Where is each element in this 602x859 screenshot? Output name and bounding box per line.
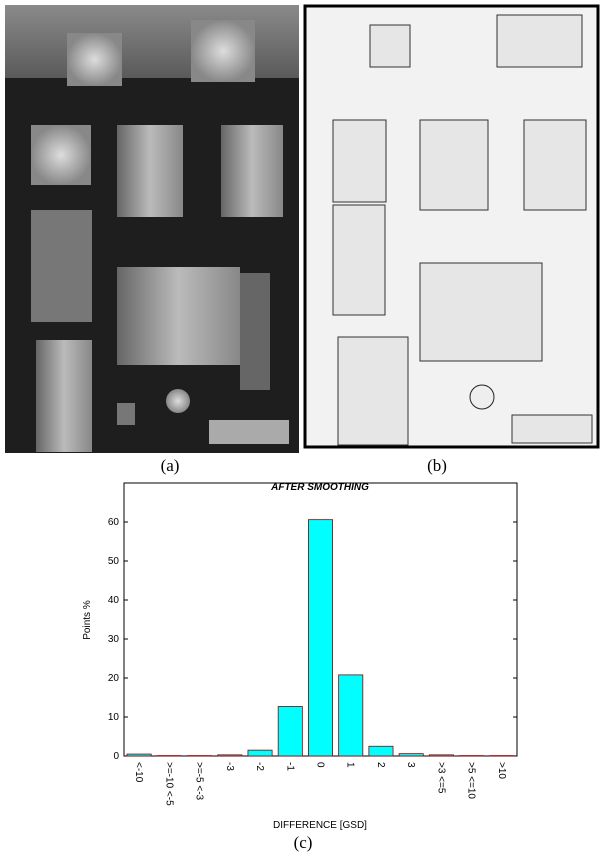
y-axis-label: Points %	[82, 600, 93, 640]
chart-title: AFTER SMOOTHING	[270, 482, 369, 493]
y-tick-label: 40	[108, 595, 120, 606]
caption: (c)	[294, 833, 313, 852]
bar	[277, 706, 303, 757]
image-b	[303, 4, 600, 449]
bar	[368, 745, 394, 757]
x-tick-label: 0	[315, 762, 326, 768]
x-tick-label: >3 <=5	[435, 762, 446, 794]
x-tick-label: 1	[345, 762, 356, 768]
y-tick-label: 0	[113, 751, 119, 762]
y-tick-label: 10	[108, 712, 120, 723]
caption: (a)	[161, 456, 180, 475]
bar	[247, 749, 273, 757]
caption: (b)	[427, 456, 447, 475]
bar	[126, 753, 152, 757]
y-tick-label: 20	[108, 673, 120, 684]
x-axis-label: DIFFERENCE [GSD]	[273, 820, 367, 831]
y-tick-label: 30	[108, 634, 120, 645]
bar	[428, 754, 454, 757]
x-tick-label: -2	[254, 762, 265, 771]
x-tick-label: -3	[224, 762, 235, 771]
x-tick-label: 2	[375, 762, 386, 768]
x-tick-label: >=-10 <-5	[163, 762, 174, 806]
chart: AFTER SMOOTHING Points % DIFFERENCE [GSD…	[82, 482, 518, 831]
bar	[398, 753, 424, 757]
bar	[308, 519, 333, 757]
x-tick-label: >=-5 <-3	[194, 762, 205, 801]
x-tick-label: -1	[284, 762, 295, 771]
image-a	[5, 5, 299, 453]
x-tick-label: 3	[405, 762, 416, 768]
x-tick-label: <-10	[133, 762, 144, 783]
x-tick-label: >10	[496, 762, 507, 779]
y-tick-label: 50	[108, 556, 120, 567]
bar	[217, 754, 243, 757]
x-tick-label: >5 <=10	[466, 762, 477, 799]
y-tick-label: 60	[108, 517, 120, 528]
bar	[338, 674, 364, 757]
